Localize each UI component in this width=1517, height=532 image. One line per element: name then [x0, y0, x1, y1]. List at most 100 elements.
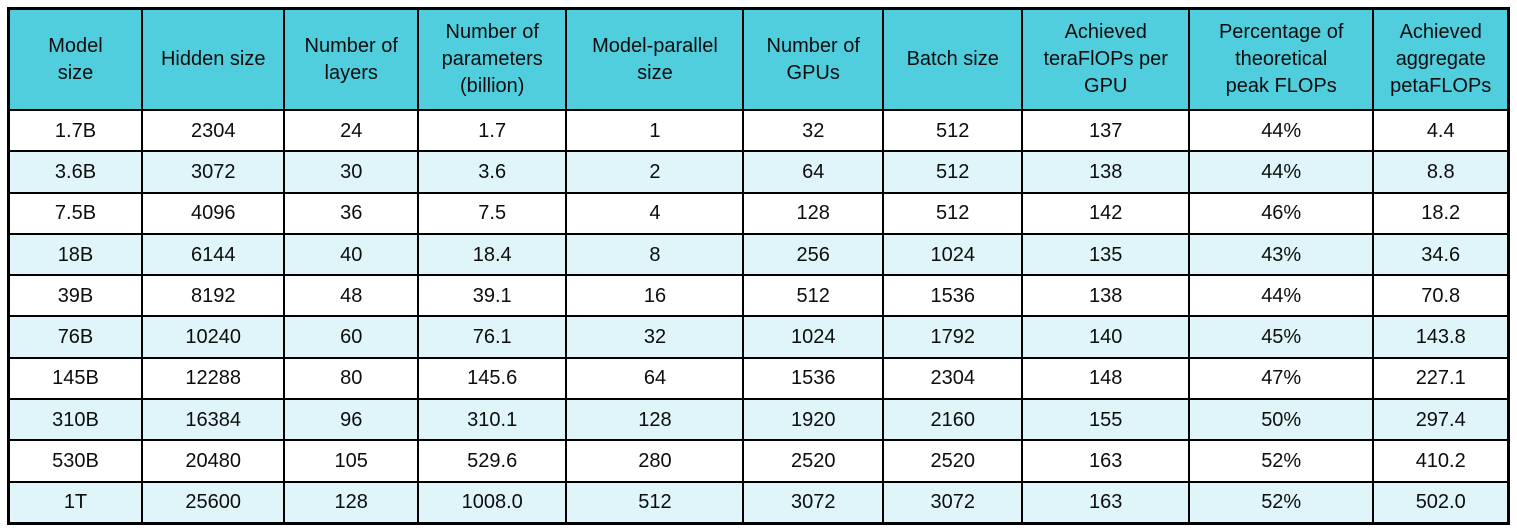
table-cell: 138: [1021, 274, 1190, 318]
table-cell: 10240: [140, 315, 286, 359]
table-cell: 3.6B: [7, 150, 143, 194]
table-cell: 16: [565, 274, 745, 318]
column-header: Model size: [7, 7, 143, 111]
table-cell: 48: [283, 274, 419, 318]
table-cell: 76.1: [416, 315, 568, 359]
table-cell: 52%: [1187, 480, 1375, 525]
table-cell: 2304: [140, 108, 286, 153]
table-cell: 30: [283, 150, 419, 194]
table-row: 76B 10240 60 76.1 32 1024 1792 140 45% 143.8: [7, 315, 1510, 359]
table-cell: 4.4: [1372, 108, 1510, 153]
column-header: Number of layers: [283, 7, 419, 111]
table-cell: 39.1: [416, 274, 568, 318]
table-cell: 530B: [7, 439, 143, 483]
table-cell: 1008.0: [416, 480, 568, 525]
table-cell: 142: [1021, 191, 1190, 235]
table-cell: 410.2: [1372, 439, 1510, 483]
table-cell: 512: [742, 274, 884, 318]
table-row: 7.5B 4096 36 7.5 4 128 512 142 46% 18.2: [7, 191, 1510, 235]
table-cell: 96: [283, 398, 419, 442]
table-cell: 80: [283, 356, 419, 401]
table-cell: 128: [565, 398, 745, 442]
table-row: 145B 12288 80 145.6 64 1536 2304 148 47% 227.1: [7, 356, 1510, 401]
table-cell: 227.1: [1372, 356, 1510, 401]
table-cell: 8: [565, 232, 745, 277]
table-cell: 512: [881, 108, 1024, 153]
table-cell: 52%: [1187, 439, 1375, 483]
header-row: Model size Hidden size Number of layers Num…: [7, 7, 1510, 111]
table-cell: 2520: [742, 439, 884, 483]
table-cell: 7.5: [416, 191, 568, 235]
table-cell: 137: [1021, 108, 1190, 153]
table-cell: 60: [283, 315, 419, 359]
perf-table: Model size Hidden size Number of layers Num…: [7, 7, 1510, 525]
table-cell: 8192: [140, 274, 286, 318]
table-cell: 12288: [140, 356, 286, 401]
table-cell: 2160: [881, 398, 1024, 442]
table-cell: 128: [283, 480, 419, 525]
column-header: Model-parallel size: [565, 7, 745, 111]
table-cell: 145.6: [416, 356, 568, 401]
table-cell: 1.7B: [7, 108, 143, 153]
table-cell: 512: [881, 191, 1024, 235]
table-cell: 64: [742, 150, 884, 194]
column-header: Percentage of theoretical peak FLOPs: [1187, 7, 1375, 111]
table-cell: 64: [565, 356, 745, 401]
table-row: 39B 8192 48 39.1 16 512 1536 138 44% 70.8: [7, 274, 1510, 318]
table-cell: 4: [565, 191, 745, 235]
table-row: 1.7B 2304 24 1.7 1 32 512 137 44% 4.4: [7, 108, 1510, 153]
table-cell: 43%: [1187, 232, 1375, 277]
table-cell: 1536: [742, 356, 884, 401]
table-cell: 3072: [881, 480, 1024, 525]
table-header: Model size Hidden size Number of layers Num…: [7, 7, 1510, 111]
table-cell: 44%: [1187, 108, 1375, 153]
table-row: 310B 16384 96 310.1 128 1920 2160 155 50% 297.4: [7, 398, 1510, 442]
table-cell: 40: [283, 232, 419, 277]
table-body: 1.7B 2304 24 1.7 1 32 512 137 44% 4.4 3.6B 3072 30 3.…: [7, 108, 1510, 525]
table-cell: 155: [1021, 398, 1190, 442]
table-cell: 128: [742, 191, 884, 235]
column-header: Achieved teraFlOPs per GPU: [1021, 7, 1190, 111]
table-cell: 138: [1021, 150, 1190, 194]
table-cell: 1536: [881, 274, 1024, 318]
table-cell: 4096: [140, 191, 286, 235]
table-cell: 148: [1021, 356, 1190, 401]
table-cell: 2: [565, 150, 745, 194]
table-cell: 45%: [1187, 315, 1375, 359]
table-row: 3.6B 3072 30 3.6 2 64 512 138 44% 8.8: [7, 150, 1510, 194]
table-cell: 44%: [1187, 274, 1375, 318]
table-cell: 3072: [742, 480, 884, 525]
table-cell: 145B: [7, 356, 143, 401]
table-cell: 32: [742, 108, 884, 153]
table-cell: 16384: [140, 398, 286, 442]
table-cell: 20480: [140, 439, 286, 483]
column-header: Number of parameters (billion): [416, 7, 568, 111]
table-cell: 7.5B: [7, 191, 143, 235]
table-cell: 143.8: [1372, 315, 1510, 359]
table-cell: 140: [1021, 315, 1190, 359]
table-cell: 2304: [881, 356, 1024, 401]
table-cell: 2520: [881, 439, 1024, 483]
table-cell: 297.4: [1372, 398, 1510, 442]
table-cell: 135: [1021, 232, 1190, 277]
table-cell: 310B: [7, 398, 143, 442]
table-cell: 502.0: [1372, 480, 1510, 525]
table-cell: 256: [742, 232, 884, 277]
table-row: 18B 6144 40 18.4 8 256 1024 135 43% 34.6: [7, 232, 1510, 277]
column-header: Achieved aggregate petaFLOPs: [1372, 7, 1510, 111]
table-cell: 18.4: [416, 232, 568, 277]
table-cell: 105: [283, 439, 419, 483]
table-cell: 44%: [1187, 150, 1375, 194]
column-header: Batch size: [881, 7, 1024, 111]
table-cell: 163: [1021, 439, 1190, 483]
table-cell: 6144: [140, 232, 286, 277]
table-cell: 76B: [7, 315, 143, 359]
table-cell: 1: [565, 108, 745, 153]
table-cell: 36: [283, 191, 419, 235]
table-cell: 46%: [1187, 191, 1375, 235]
table-cell: 18.2: [1372, 191, 1510, 235]
table-row: 530B 20480 105 529.6 280 2520 2520 163 52% 410.2: [7, 439, 1510, 483]
table-cell: 25600: [140, 480, 286, 525]
table-cell: 310.1: [416, 398, 568, 442]
table-cell: 512: [881, 150, 1024, 194]
